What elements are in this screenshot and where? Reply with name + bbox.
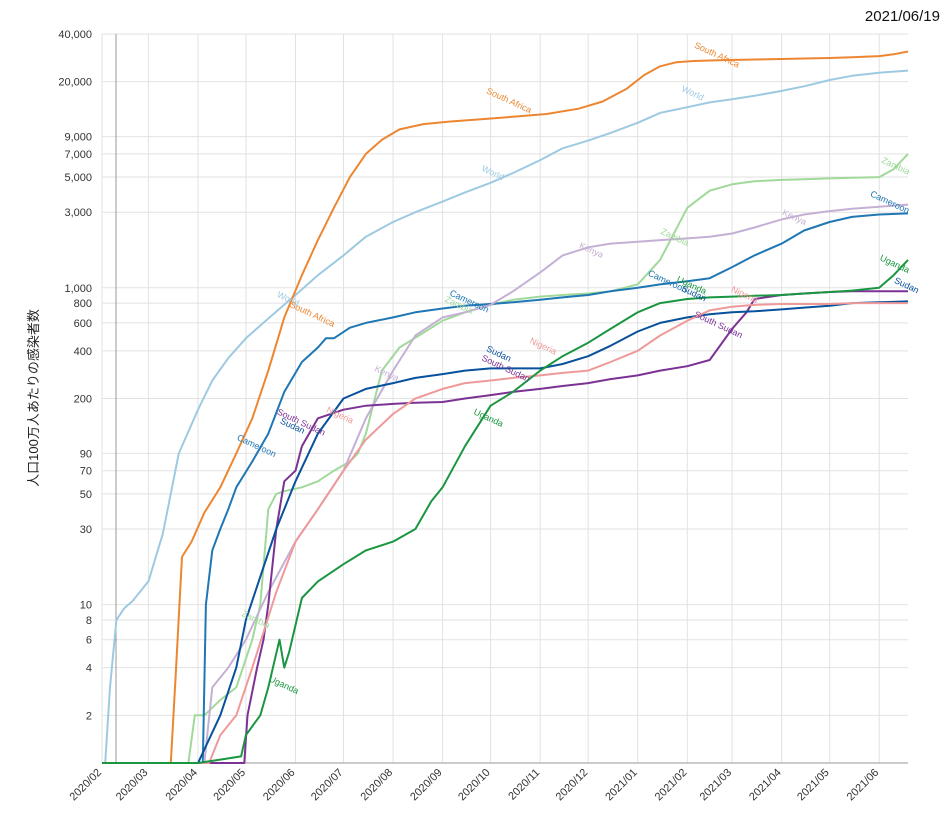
y-tick-label: 6 — [86, 635, 92, 647]
y-tick-label: 200 — [74, 394, 92, 406]
series-line-south-africa — [102, 50, 909, 764]
series-line-sudan — [102, 300, 909, 764]
y-tick-label: 400 — [74, 346, 92, 358]
x-tick-label: 2020/10 — [456, 767, 493, 804]
x-tick-label: 2020/02 — [68, 767, 105, 804]
y-tick-label: 70 — [80, 466, 92, 478]
y-tick-label: 40,000 — [58, 29, 92, 41]
series-line-zambia — [102, 153, 909, 764]
series-label-south-africa: South Africa — [693, 40, 741, 70]
x-tick-label: 2020/12 — [554, 767, 591, 804]
x-tick-label: 2021/01 — [603, 767, 640, 804]
y-tick-label: 600 — [74, 318, 92, 330]
y-tick-label: 9,000 — [64, 132, 92, 144]
y-tick-label: 7,000 — [64, 149, 92, 161]
series-label-kenya: Kenya — [578, 240, 605, 260]
y-tick-label: 90 — [80, 448, 92, 460]
y-axis-label: 人口100万人あたりの感染者数 — [26, 309, 41, 487]
y-tick-label: 4 — [86, 663, 92, 675]
y-tick-label: 800 — [74, 298, 92, 310]
x-tick-label: 2020/03 — [114, 767, 151, 804]
series-label-kenya: Kenya — [781, 207, 808, 227]
x-tick-label: 2020/06 — [261, 767, 298, 804]
y-tick-label: 50 — [80, 489, 92, 501]
x-tick-label: 2020/09 — [408, 767, 445, 804]
y-tick-label: 3,000 — [64, 207, 92, 219]
y-tick-label: 5,000 — [64, 172, 92, 184]
series-label-uganda: Uganda — [878, 253, 911, 275]
series-label-world: World — [480, 163, 505, 182]
date-stamp: 2021/06/19 — [864, 8, 940, 25]
x-tick-label: 2020/11 — [506, 767, 542, 803]
x-tick-label: 2021/03 — [698, 767, 735, 804]
series-line-uganda — [102, 259, 909, 764]
x-tick-label: 2020/05 — [211, 767, 248, 804]
x-tick-label: 2021/06 — [845, 767, 882, 804]
series-line-cameroon — [102, 212, 909, 764]
x-tick-label: 2020/08 — [359, 767, 396, 804]
y-tick-label: 2 — [86, 710, 92, 722]
series-lines — [102, 50, 909, 764]
series-line-world — [102, 69, 909, 764]
series-line-south-sudan — [102, 290, 908, 764]
x-tick-label: 2020/04 — [163, 767, 200, 804]
series-label-cameroon: Cameroon — [869, 189, 911, 216]
series-label-world: World — [680, 84, 705, 103]
y-tick-label: 1,000 — [64, 283, 92, 295]
x-tick-label: 2021/04 — [747, 767, 784, 804]
x-tick-label: 2020/07 — [309, 767, 346, 804]
series-label-nigeria: Nigeria — [730, 284, 760, 305]
y-tick-label: 8 — [86, 615, 92, 627]
series-line-kenya — [102, 203, 909, 764]
series-label-south-africa: South Africa — [485, 86, 533, 116]
y-tick-label: 20,000 — [58, 77, 92, 89]
series-line-nigeria — [102, 302, 908, 764]
y-tick-label: 30 — [80, 524, 92, 536]
series-label-nigeria: Nigeria — [528, 335, 558, 356]
x-tick-label: 2021/02 — [653, 767, 690, 804]
grid — [101, 33, 908, 763]
y-tick-label: 10 — [80, 600, 92, 612]
x-tick-label: 2021/05 — [795, 767, 832, 804]
